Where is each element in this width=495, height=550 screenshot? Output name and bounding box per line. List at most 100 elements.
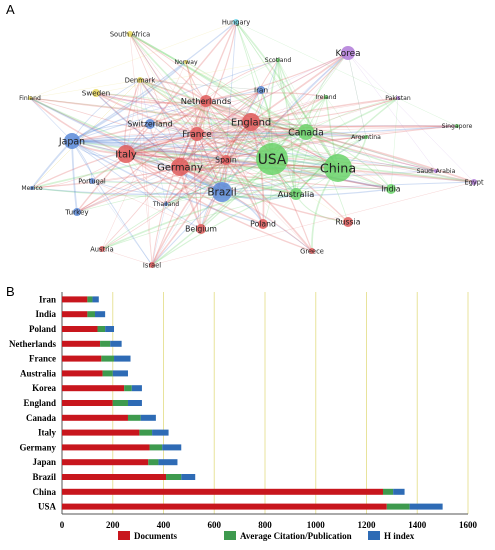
node-germany [171, 158, 189, 176]
network-link [91, 180, 392, 190]
node-label-china: China [320, 160, 356, 175]
network-link [235, 21, 339, 169]
network-link [196, 131, 367, 138]
bar-documents-australia [62, 370, 103, 377]
node-label-italy: Italy [115, 149, 137, 160]
network-link [101, 61, 187, 250]
network-link [250, 97, 399, 123]
network-link [305, 131, 437, 172]
network-link [151, 159, 227, 266]
network-link [200, 100, 207, 230]
network-link [129, 33, 223, 193]
network-link [139, 79, 227, 161]
node-korea [341, 46, 355, 60]
bar-h-index-netherlands [110, 340, 122, 347]
network-link [71, 140, 227, 161]
network-link [179, 89, 262, 168]
network-link [149, 123, 273, 160]
category-label-brazil: Brazil [33, 472, 57, 482]
network-link [139, 79, 181, 168]
network-link [205, 100, 367, 138]
network-link [139, 79, 339, 169]
network-link [185, 61, 223, 193]
network-link [165, 167, 339, 205]
bar-h-index-iran [92, 296, 99, 303]
bar-h-index-japan [158, 459, 178, 466]
bar-average-citation-publication-usa [386, 503, 410, 510]
network-link [71, 100, 207, 142]
node-label-switzerland: Switzerland [127, 120, 172, 129]
node-label-singapore: Singapore [442, 123, 473, 130]
node-singapore [455, 124, 459, 128]
bar-average-citation-publication-korea [124, 385, 132, 392]
node-japan [64, 133, 80, 149]
network-link [165, 158, 273, 205]
network-link [149, 122, 307, 133]
node-label-scotland: Scotland [265, 57, 292, 64]
network-link [31, 166, 181, 189]
bar-documents-netherlands [62, 340, 101, 347]
legend-label-average-citation-publication: Average Citation/Publication [240, 531, 352, 541]
node-label-poland: Poland [250, 220, 276, 229]
network-link [196, 133, 367, 138]
network-link [95, 92, 207, 104]
network-link [295, 96, 327, 195]
network-link [125, 153, 297, 195]
node-pakistan [396, 96, 400, 100]
bar-h-index-france [114, 355, 131, 362]
category-label-usa: USA [38, 502, 57, 512]
network-link [271, 158, 475, 183]
network-link [91, 133, 198, 182]
bar-h-index-germany [162, 444, 182, 451]
bar-average-citation-publication-australia [102, 370, 113, 377]
network-link [125, 121, 252, 155]
node-label-sweden: Sweden [82, 89, 110, 98]
network-link [305, 52, 349, 133]
bar-documents-korea [62, 385, 125, 392]
bar-h-index-australia [112, 370, 128, 377]
node-hungary [233, 19, 239, 25]
network-link [250, 52, 349, 123]
network-link [76, 166, 181, 213]
network-link [71, 21, 237, 142]
bar-documents-china [62, 488, 383, 495]
network-link [129, 33, 223, 193]
network-link [125, 131, 307, 155]
bar-h-index-italy [152, 429, 169, 436]
network-link [250, 121, 392, 190]
bar-average-citation-publication-france [101, 355, 115, 362]
node-usa [256, 143, 288, 175]
network-link [31, 153, 127, 189]
node-label-usa: USA [258, 152, 287, 168]
bar-average-citation-publication-germany [149, 444, 163, 451]
node-russia [343, 217, 353, 227]
network-link [101, 158, 273, 250]
node-denmark [137, 77, 143, 83]
network-link [196, 131, 307, 137]
bar-documents-poland [62, 326, 98, 332]
network-link [179, 97, 399, 168]
network-link [29, 97, 181, 168]
network-link [305, 97, 399, 133]
bar-average-citation-publication-brazil [166, 474, 182, 480]
network-link [31, 131, 307, 189]
node-label-netherlands: Netherlands [181, 96, 232, 106]
node-label-england: England [231, 117, 271, 128]
network-link [139, 79, 167, 205]
network-link [196, 21, 237, 135]
network-link [165, 158, 273, 205]
legend-swatch-h-index [368, 531, 380, 540]
network-link [205, 92, 327, 102]
network-link [129, 33, 339, 169]
bar-average-citation-publication-china [382, 488, 394, 495]
node-scotland [276, 58, 280, 62]
category-label-australia: Australia [20, 368, 57, 378]
bar-h-index-china [393, 488, 405, 495]
network-link [235, 21, 297, 195]
network-link [101, 159, 227, 250]
network-link [205, 100, 297, 195]
network-link [221, 52, 349, 193]
network-link [196, 125, 458, 135]
country-bar-chart: 0 200 400 600 800 1000 1200 1400 1600 Iran India Po… [9, 292, 478, 541]
network-link [165, 159, 227, 205]
